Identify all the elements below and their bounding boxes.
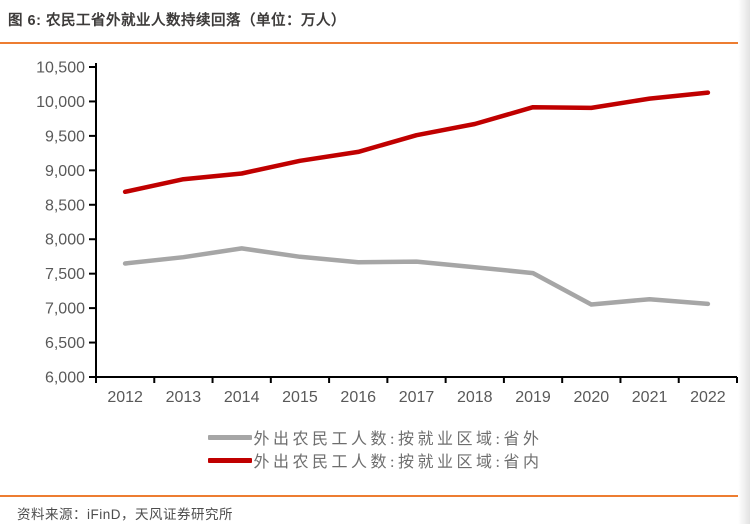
x-tick-label: 2014 (224, 389, 260, 406)
x-tick-label: 2013 (166, 389, 202, 406)
x-tick-label: 2019 (515, 389, 551, 406)
x-tick-label: 2020 (574, 389, 610, 406)
y-tick-label: 9,000 (45, 163, 85, 180)
y-tick-label: 10,000 (36, 94, 85, 111)
y-tick-label: 8,000 (45, 232, 85, 249)
legend-label-inside-province: 外出农民工人数:按就业区域:省内 (253, 454, 543, 471)
legend-swatch-gray (207, 434, 252, 440)
y-tick-label: 10,500 (36, 60, 85, 77)
y-tick-label: 7,000 (45, 301, 85, 318)
legend-swatch-red (207, 457, 252, 463)
series-line-1 (122, 90, 711, 195)
y-tick-label: 6,000 (45, 370, 85, 387)
y-tick-label: 6,500 (45, 335, 85, 352)
x-tick-label: 2012 (107, 389, 143, 406)
series-line-0 (122, 246, 711, 307)
y-tick-label: 7,500 (45, 266, 85, 283)
legend-label-outside-province: 外出农民工人数:按就业区域:省外 (253, 431, 543, 448)
y-tick-label: 8,500 (45, 197, 85, 214)
figure-title: 图 6: 农民工省外就业人数持续回落（单位：万人） (8, 13, 346, 29)
x-tick-label: 2017 (399, 389, 435, 406)
bottom-divider (0, 495, 745, 497)
x-tick-label: 2018 (457, 389, 493, 406)
x-tick-label: 2021 (632, 389, 668, 406)
line-chart-svg: 6,000 6,500 7,000 7,500 8,000 8,500 9,000 9,500… (36, 60, 738, 406)
data-source-caption: 资料来源：iFinD，天风证券研究所 (17, 507, 234, 522)
x-tick-label: 2016 (340, 389, 376, 406)
chart-area: 6,000 6,500 7,000 7,500 8,000 8,500 9,000 9,500… (0, 50, 750, 415)
y-tick-label: 9,500 (45, 128, 85, 145)
legend-item-outside-province: 外出农民工人数:按就业区域:省外 (207, 426, 543, 448)
x-tick-label: 2022 (690, 389, 726, 406)
chart-legend: 外出农民工人数:按就业区域:省外 外出农民工人数:按就业区域:省内 (0, 426, 750, 471)
page-edge-shadow (738, 0, 750, 524)
x-tick-label: 2015 (282, 389, 318, 406)
top-divider (0, 42, 745, 44)
legend-item-inside-province: 外出农民工人数:按就业区域:省内 (207, 449, 543, 471)
